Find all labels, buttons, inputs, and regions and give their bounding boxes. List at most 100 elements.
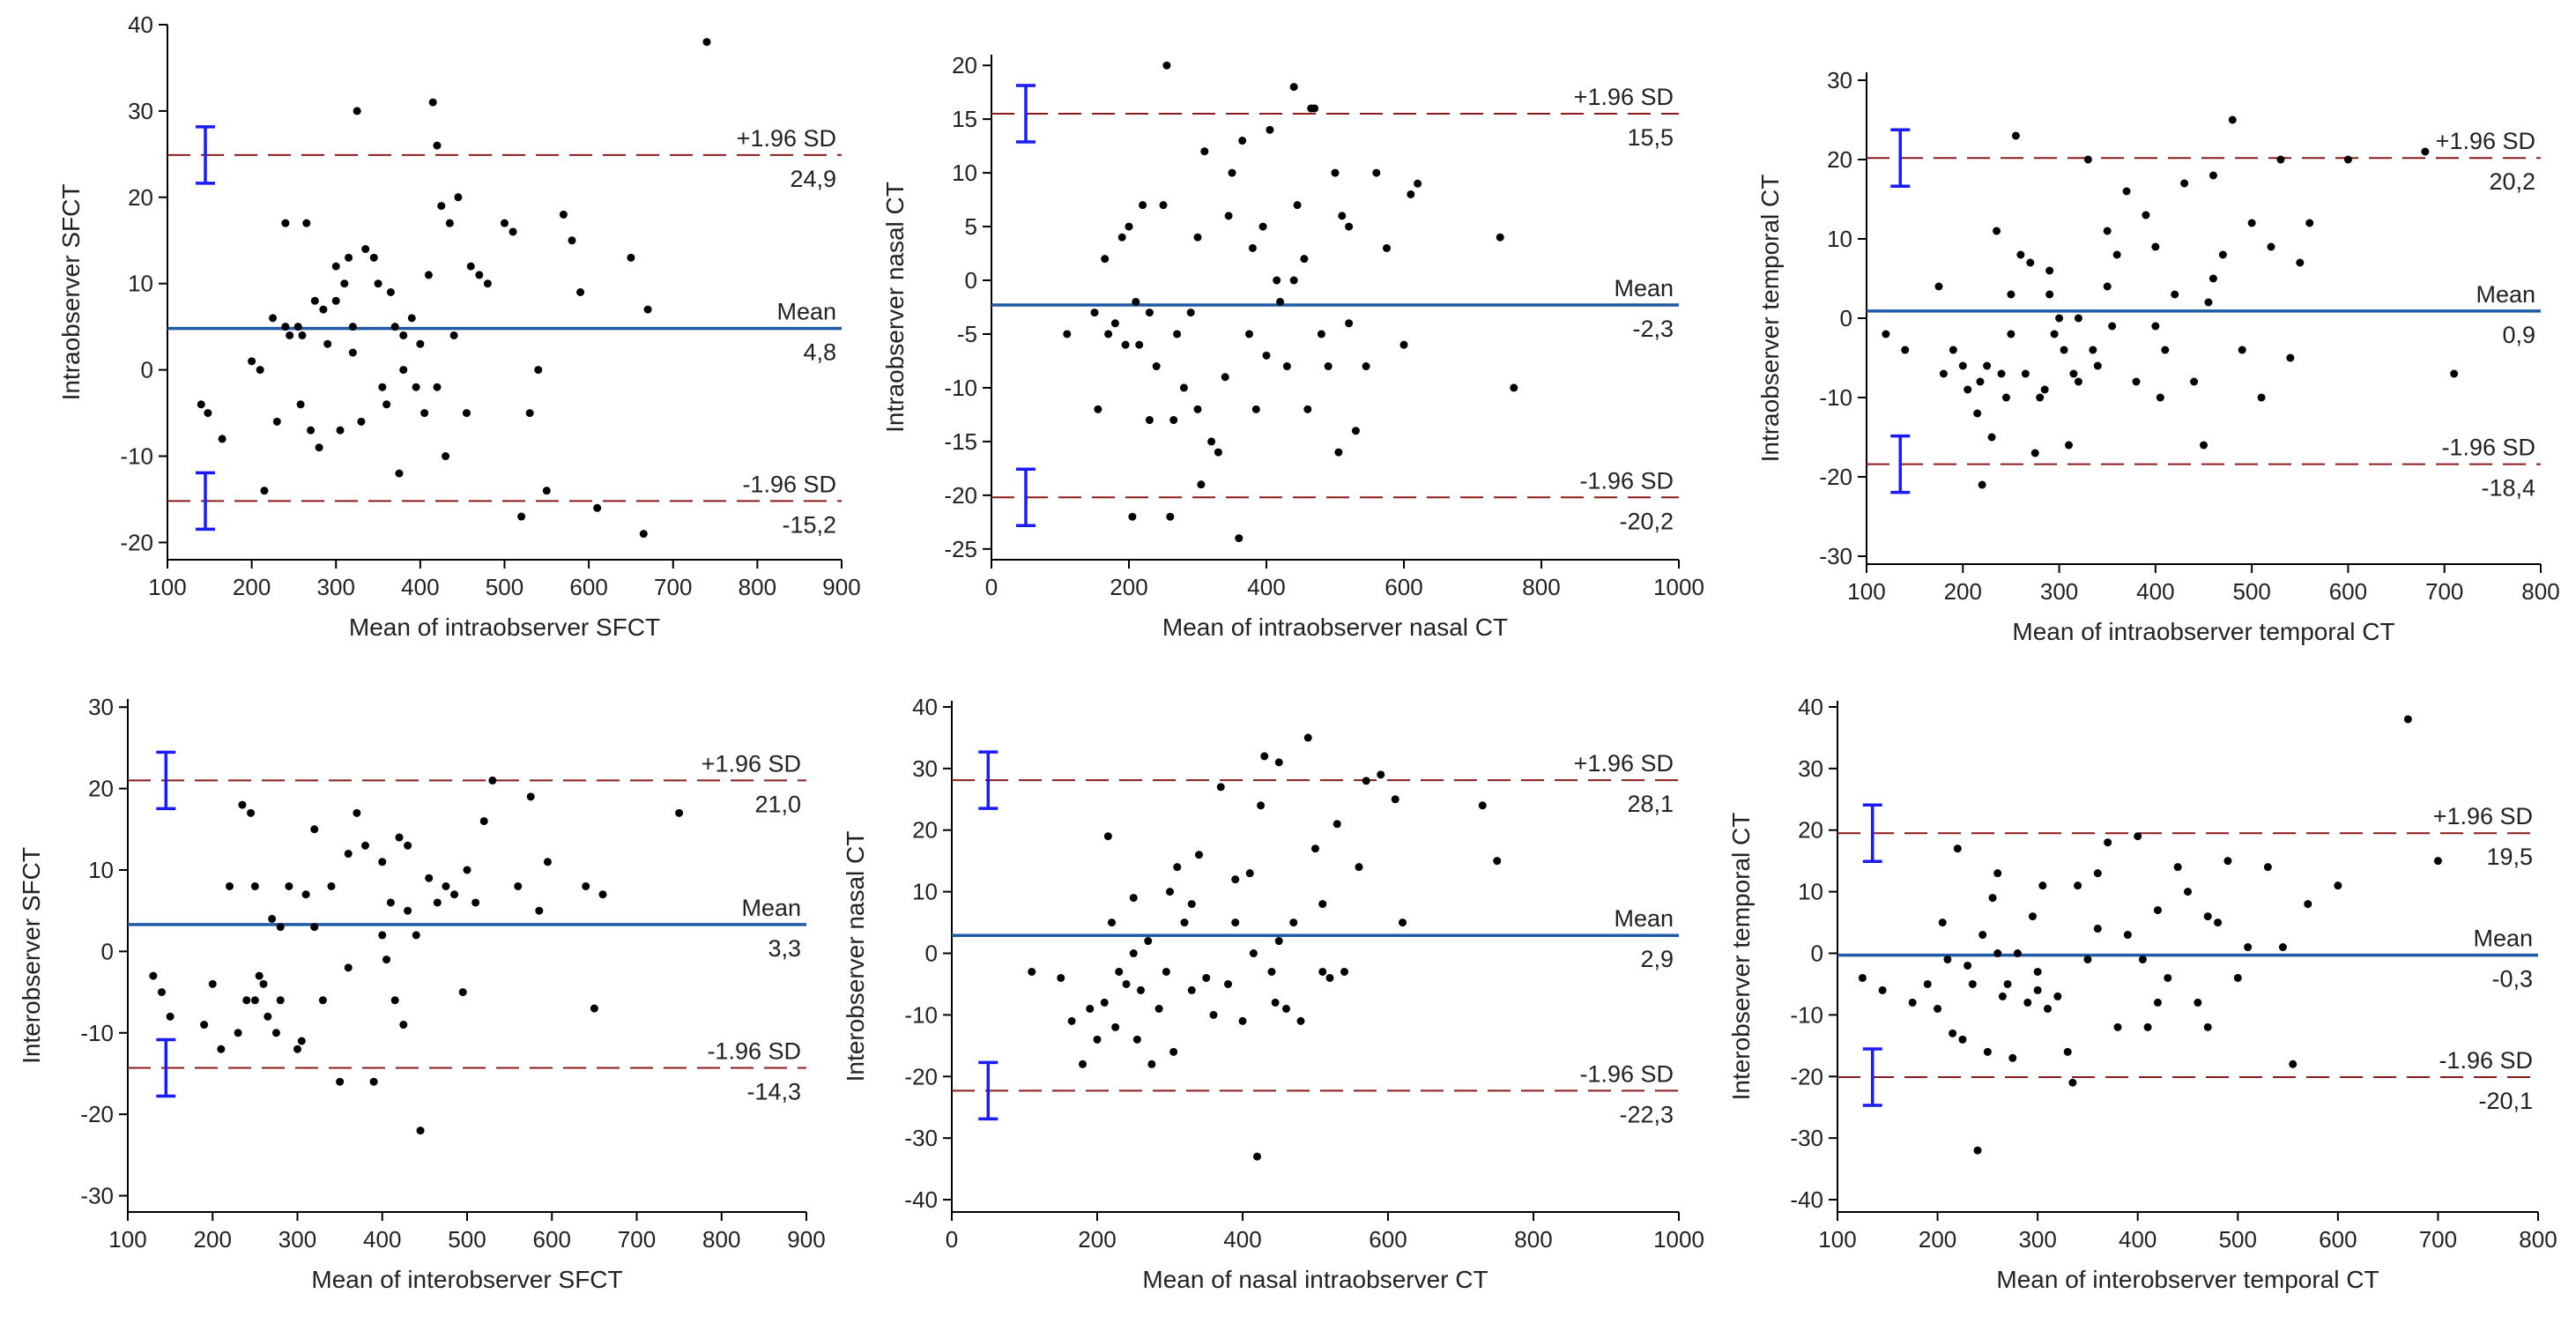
data-point [1958, 1035, 1967, 1044]
y-axis-title: Intraobserver nasal CT [881, 182, 909, 433]
data-point [1983, 361, 1992, 370]
data-point [315, 443, 323, 452]
data-point [1132, 297, 1140, 306]
data-point [2433, 857, 2442, 866]
y-tick-label: -5 [957, 321, 977, 347]
data-point [2228, 115, 2237, 124]
data-point [1345, 222, 1354, 231]
data-point [2276, 155, 2285, 164]
data-point [1973, 409, 1982, 418]
data-point [1282, 1004, 1290, 1013]
data-point [276, 923, 285, 932]
data-point [1311, 844, 1319, 853]
data-point [1273, 276, 1281, 285]
data-point [1197, 480, 1206, 489]
data-point [2257, 393, 2266, 402]
data-point [2203, 1022, 2212, 1031]
lower-ci-bar [196, 471, 216, 532]
data-point [166, 1012, 174, 1021]
data-point [2045, 290, 2054, 299]
data-point [1145, 309, 1154, 317]
data-point [1391, 795, 1399, 804]
upper-limit-label: +1.96 SD [702, 750, 801, 777]
data-point [1988, 894, 1997, 903]
data-point [1362, 777, 1370, 785]
data-point [353, 808, 361, 817]
y-tick-label: 30 [1798, 755, 1823, 782]
data-point [1125, 222, 1133, 231]
x-tick-label: 500 [2232, 578, 2270, 605]
data-point [1399, 918, 1407, 927]
data-point [643, 305, 652, 314]
data-point [1858, 973, 1867, 982]
data-point [1338, 212, 1347, 220]
data-point [2180, 179, 2189, 188]
y-tick-label: -20 [904, 1063, 938, 1089]
x-tick-label: 600 [2319, 1226, 2357, 1253]
data-point [1248, 243, 1257, 252]
data-point [1093, 1035, 1102, 1044]
data-point [310, 825, 319, 834]
data-point [2083, 955, 2092, 963]
x-tick-label: 900 [787, 1226, 825, 1253]
data-point [204, 409, 212, 418]
lower-limit-label: -1.96 SD [742, 471, 836, 497]
data-point [1923, 979, 1932, 988]
data-point [2050, 330, 2059, 338]
data-point [1266, 125, 1274, 134]
data-point [2156, 393, 2164, 402]
data-point [310, 923, 319, 932]
data-point [1152, 362, 1161, 371]
data-point [271, 1029, 280, 1037]
y-tick-label: 40 [128, 11, 153, 38]
lower-limit-label: -1.96 SD [2439, 1047, 2533, 1074]
data-point [1934, 282, 1943, 291]
x-tick-label: 400 [363, 1226, 401, 1253]
mean-value: 3,3 [768, 935, 801, 962]
data-point [1195, 851, 1203, 859]
data-point [399, 1021, 408, 1030]
data-point [1216, 783, 1225, 792]
data-point [517, 512, 526, 521]
x-tick-label: 500 [448, 1226, 486, 1253]
data-point [2184, 888, 2192, 896]
data-point [1063, 330, 1072, 338]
data-point [1144, 937, 1153, 946]
x-tick-label: 800 [1514, 1226, 1552, 1253]
data-point [2104, 838, 2112, 847]
data-point [2123, 931, 2132, 940]
upper-limit-label: +1.96 SD [2436, 128, 2535, 154]
lower-limit-value: -14,3 [746, 1078, 801, 1104]
data-point [1407, 190, 1415, 198]
data-point [1173, 863, 1182, 872]
x-tick-label: 600 [2329, 578, 2367, 605]
data-point [1139, 201, 1147, 210]
data-point [416, 339, 425, 348]
data-point [1209, 1010, 1218, 1019]
data-point [378, 931, 387, 940]
data-point [1235, 534, 1243, 543]
data-point [2003, 979, 2012, 988]
data-point [1978, 931, 1987, 940]
data-point [2044, 1004, 2052, 1013]
data-point [302, 219, 311, 227]
data-point [1414, 179, 1422, 188]
data-point [1282, 362, 1291, 371]
data-point [2134, 832, 2142, 841]
x-tick-label: 300 [2018, 1226, 2056, 1253]
data-point [1908, 998, 1917, 1007]
data-point [399, 366, 408, 375]
x-tick-label: 600 [533, 1226, 571, 1253]
data-point [327, 881, 336, 890]
data-point [2007, 290, 2016, 299]
upper-limit-label: +1.96 SD [2433, 803, 2533, 829]
x-tick-label: 100 [1818, 1226, 1856, 1253]
upper-limit-label: +1.96 SD [737, 125, 836, 152]
y-axis-title: Interobserver temporal CT [1727, 813, 1755, 1101]
data-point [1987, 433, 1996, 442]
y-axis-title: Intraobserver temporal CT [1756, 175, 1784, 463]
data-point [382, 955, 391, 964]
data-point [1355, 863, 1363, 872]
y-tick-label: -20 [120, 529, 153, 555]
data-point [1377, 770, 1385, 779]
